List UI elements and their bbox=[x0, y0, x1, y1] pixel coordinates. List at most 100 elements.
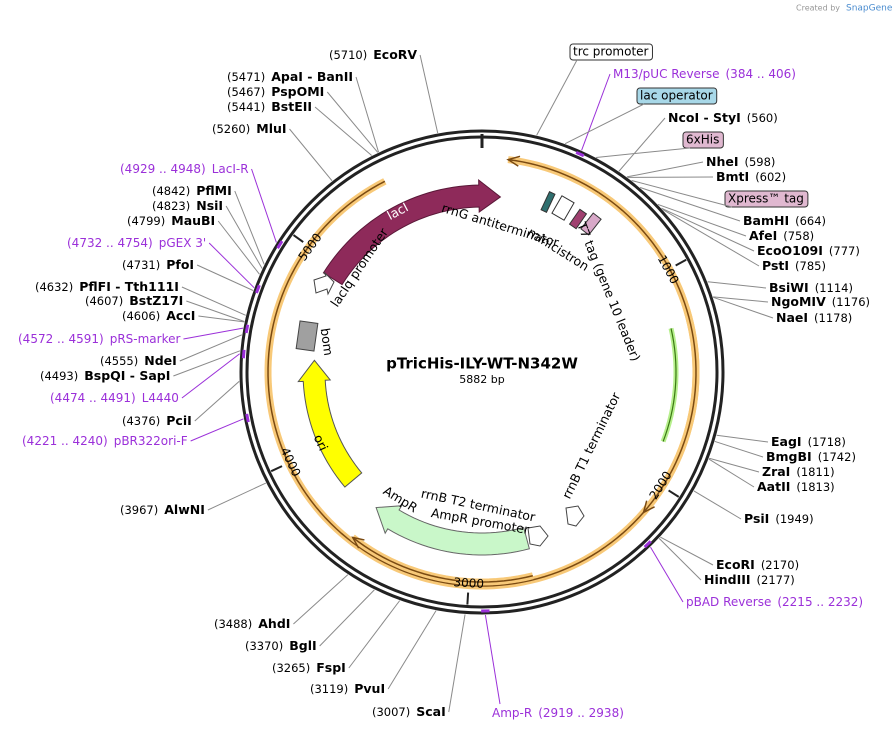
enzyme-label: (5710) EcoRV bbox=[329, 47, 417, 62]
leader-line bbox=[658, 537, 702, 581]
enzyme-label-part: (3119) bbox=[310, 682, 348, 696]
enzyme-label-part: AhdI bbox=[258, 616, 290, 631]
primer-label: pBAD Reverse (2215 .. 2232) bbox=[686, 595, 863, 609]
enzyme-label-part: BmgBI bbox=[766, 449, 812, 464]
feature-band bbox=[596, 189, 700, 515]
leader-line bbox=[707, 281, 767, 289]
feature-box bbox=[569, 43, 653, 61]
promoter-glyph bbox=[527, 525, 549, 547]
enzyme-label-part: MluI bbox=[256, 121, 286, 136]
primer-label: (4474 .. 4491) L4440 bbox=[50, 391, 179, 405]
leader-line bbox=[251, 168, 277, 243]
leader-line bbox=[657, 203, 747, 237]
enzyme-label-part: (1176) bbox=[832, 295, 870, 309]
enzyme-label-part: (1813) bbox=[796, 480, 834, 494]
enzyme-label: (4607) BstZ17I bbox=[85, 293, 183, 308]
enzyme-label-part: (2170) bbox=[761, 558, 799, 572]
primer-label-part: (4929 .. 4948) bbox=[120, 162, 206, 176]
leader-line bbox=[709, 457, 760, 473]
enzyme-label-part: FspI bbox=[316, 660, 346, 675]
enzyme-label-part: (4799) bbox=[127, 214, 165, 228]
feature-label: rrnB T1 terminator bbox=[559, 389, 624, 501]
enzyme-label-part: (4376) bbox=[122, 414, 160, 428]
enzyme-label-part: BmtI bbox=[716, 169, 749, 184]
primer-mark bbox=[255, 284, 261, 294]
enzyme-label: BamHI (664) bbox=[743, 213, 826, 228]
tick-mark bbox=[292, 234, 304, 243]
enzyme-label-part: NsiI bbox=[196, 198, 223, 213]
leader-line bbox=[194, 380, 240, 422]
tick-label: 2000 bbox=[646, 469, 674, 502]
tick-label: 1000 bbox=[655, 253, 682, 287]
enzyme-label: AatII (1813) bbox=[757, 479, 835, 494]
leader-line bbox=[314, 106, 373, 156]
leader-line bbox=[225, 205, 263, 269]
enzyme-label: NgoMIV (1176) bbox=[771, 294, 870, 309]
tick-mark bbox=[668, 489, 680, 498]
enzyme-label-part: BstZ17I bbox=[129, 293, 183, 308]
enzyme-label: PsiI (1949) bbox=[744, 511, 814, 526]
enzyme-label-part: MauBI bbox=[171, 213, 215, 228]
leader-line bbox=[419, 54, 439, 134]
enzyme-label-part: (598) bbox=[745, 155, 776, 169]
primer-mark bbox=[276, 240, 284, 249]
enzyme-label: BsiWI (1114) bbox=[769, 280, 853, 295]
enzyme-label-part: (4607) bbox=[85, 294, 123, 308]
primer-mark bbox=[575, 150, 585, 158]
leader-line bbox=[662, 208, 760, 267]
enzyme-label: (5260) MluI bbox=[212, 121, 287, 136]
enzyme-label-part: BstEII bbox=[271, 99, 312, 114]
enzyme-label-part: (5260) bbox=[212, 122, 250, 136]
tick-mark bbox=[270, 465, 283, 473]
enzyme-label-part: (4823) bbox=[152, 199, 190, 213]
enzyme-label-part: EcoRI bbox=[716, 557, 755, 572]
enzyme-label: (4731) PfoI bbox=[122, 257, 194, 272]
primer-label: (4572 .. 4591) pRS-marker bbox=[18, 332, 180, 346]
boxed-feature-label: 6xHis bbox=[686, 133, 719, 147]
enzyme-label-part: NcoI - StyI bbox=[668, 110, 741, 125]
enzyme-label: EcoRI (2170) bbox=[716, 557, 799, 572]
leader-line bbox=[293, 574, 349, 625]
feature-label: T7 tag (gene 10 leader) bbox=[574, 219, 644, 363]
enzyme-label: NaeI (1178) bbox=[776, 310, 852, 325]
feature-box bbox=[682, 131, 724, 149]
boxed-feature-label: Xpress™ tag bbox=[728, 192, 804, 206]
enzyme-label-part: BspQI - SapI bbox=[84, 368, 170, 383]
enzyme-label: ZraI (1811) bbox=[762, 464, 835, 479]
primer-mark bbox=[241, 349, 246, 359]
enzyme-label: (3370) BglI bbox=[245, 638, 317, 653]
leader-line bbox=[181, 353, 240, 399]
tick-mark bbox=[466, 592, 470, 605]
enzyme-label-part: (5467) bbox=[227, 85, 265, 99]
enzyme-label-part: (2177) bbox=[757, 573, 795, 587]
glyph bbox=[568, 208, 588, 230]
plasmid-name: pTricHis-ILY-WT-N342W bbox=[386, 355, 578, 373]
glyph bbox=[551, 195, 575, 221]
enzyme-label-part: EagI bbox=[771, 434, 802, 449]
enzyme-label: BmtI (602) bbox=[716, 169, 786, 184]
enzyme-label-part: BsiWI bbox=[769, 280, 809, 295]
enzyme-label: (5441) BstEII bbox=[227, 99, 312, 114]
enzyme-label-part: (785) bbox=[795, 259, 826, 273]
enzyme-label-part: HindIII bbox=[704, 572, 751, 587]
leader-line bbox=[190, 418, 244, 442]
primer-label-part: (4572 .. 4591) bbox=[18, 332, 104, 346]
plasmid-size: 5882 bp bbox=[459, 373, 504, 386]
enzyme-label-part: (5441) bbox=[227, 100, 265, 114]
primer-label-part: Amp-R bbox=[492, 706, 532, 720]
enzyme-label-part: PsiI bbox=[744, 511, 769, 526]
leader-line bbox=[319, 589, 375, 647]
feature-label: bom bbox=[318, 327, 337, 357]
enzyme-label-part: (3370) bbox=[245, 639, 283, 653]
created-by: Created by bbox=[796, 4, 840, 13]
primer-label: (4221 .. 4240) pBR322ori-F bbox=[22, 434, 188, 448]
enzyme-label: (4555) NdeI bbox=[100, 353, 177, 368]
primer-label-part: L4440 bbox=[142, 391, 179, 405]
leader-line bbox=[208, 242, 255, 289]
enzyme-label: (4799) MauBI bbox=[127, 213, 215, 228]
primer-label-part: (4474 .. 4491) bbox=[50, 391, 136, 405]
primer-label-part: pBR322ori-F bbox=[114, 434, 188, 448]
bom-glyph bbox=[295, 320, 319, 352]
enzyme-label-part: (664) bbox=[795, 214, 826, 228]
primer-label-part: (2919 .. 2938) bbox=[538, 706, 624, 720]
